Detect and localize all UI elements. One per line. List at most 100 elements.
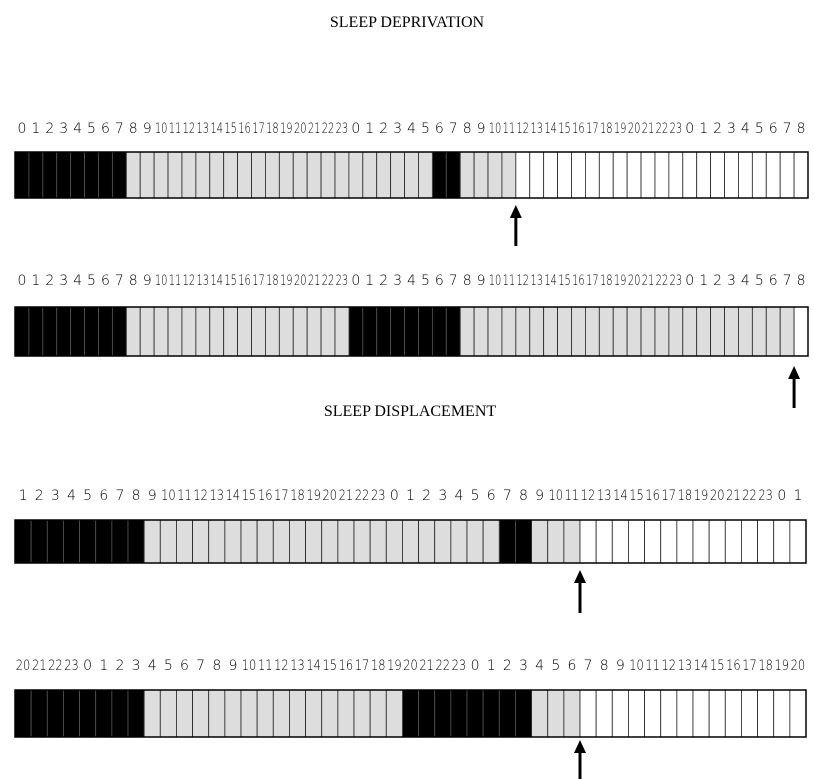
hour-cell [724,151,739,199]
hour-label: 4 [454,488,463,504]
hour-cell [111,519,129,564]
hour-cell [676,519,694,564]
hour-cell [292,306,308,357]
hour-label: 20 [323,488,338,504]
hour-label: 7 [449,273,458,289]
hour-cell [459,151,475,199]
hour-label: 5 [421,121,430,137]
hour-cell [793,306,809,357]
hour-cell [95,689,113,738]
hour-cell [84,306,99,357]
hour-label: 21 [726,488,741,504]
hour-label: 0 [777,488,786,504]
hour-cell [626,151,642,199]
hour-label: 12 [183,121,196,137]
hour-label: 5 [551,658,560,674]
hour-cell [125,151,141,199]
hour-cell [46,519,64,564]
hour-cell [321,519,339,564]
hour-cell [223,151,238,199]
hour-label: 5 [471,488,480,504]
hour-label: 9 [143,273,152,289]
hour-label: 10 [489,273,502,289]
hour-cell [612,151,628,199]
hour-cell [585,151,600,199]
hour-cell [501,306,517,357]
hour-cell [466,689,484,738]
hour-label: 22 [48,658,63,674]
hour-label: 10 [629,658,644,674]
hour-label: 8 [129,273,138,289]
hour-cell [628,519,645,564]
hour-cell [741,519,758,564]
hour-cell [306,306,322,357]
hour-cell [42,306,58,357]
hour-label: 11 [169,273,182,289]
hour-cell [644,519,662,564]
hour-cell [515,689,532,738]
hour-cell [779,306,795,357]
hour-cell [501,151,517,199]
hour-cell [337,689,355,738]
hour-label: 21 [308,273,321,289]
hour-cell [390,151,405,199]
hour-cell [751,306,767,357]
hour-cell [111,306,127,357]
hour-label: 11 [503,121,516,137]
hour-cell [237,151,252,199]
hour-cell [143,519,161,564]
hour-label: 12 [517,273,530,289]
hour-label: 9 [228,658,237,674]
hour-cell [668,151,684,199]
hour-cell [348,151,364,199]
hour-label: 8 [212,658,221,674]
hour-cell [724,519,742,564]
hour-label: 16 [645,488,660,504]
hour-cell [676,689,694,738]
hour-cell [487,306,503,357]
hour-cell [563,689,581,738]
hour-cell [773,689,791,738]
hour-label: 19 [614,121,627,137]
hour-cell [292,151,308,199]
hour-cell [14,306,30,357]
hour-label: 1 [487,658,496,674]
hour-label: 23 [336,273,349,289]
hour-cell [487,151,503,199]
hour-label: 7 [783,121,792,137]
hour-cell [56,151,72,199]
hour-label: 7 [115,273,124,289]
hour-cell [682,306,698,357]
hour-label: 13 [197,273,210,289]
hour-label: 13 [197,121,210,137]
hour-label: 13 [530,121,543,137]
hour-cell [192,519,210,564]
hour-label: 23 [452,658,467,674]
section-title: SLEEP DISPLACEMENT [324,403,497,420]
hour-cell [127,689,145,738]
hour-label: 1 [99,658,108,674]
hour-cell [571,306,586,357]
hour-label: 10 [155,121,168,137]
hour-label: 20 [294,273,307,289]
hour-cell [176,519,193,564]
hour-label: 15 [323,658,338,674]
hour-label: 14 [306,658,321,674]
hour-cell [611,689,629,738]
hour-label: 18 [678,488,693,504]
hour-cell [385,519,403,564]
hour-label: 15 [242,488,257,504]
hour-cell [404,151,419,199]
hour-label: 8 [463,121,472,137]
hour-label: 18 [266,273,279,289]
hour-cell [598,151,614,199]
hour-cell [696,151,712,199]
hour-label: 11 [258,658,273,674]
hour-label: 10 [161,488,176,504]
hour-cell [557,306,572,357]
hour-label: 2 [45,121,54,137]
hour-cell [153,151,169,199]
hour-label: 21 [419,658,434,674]
hour-cell [644,689,662,738]
hour-cell [482,689,500,738]
